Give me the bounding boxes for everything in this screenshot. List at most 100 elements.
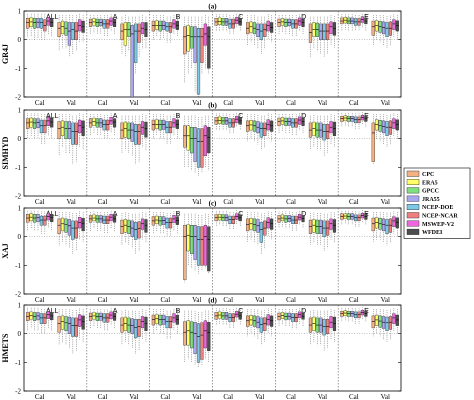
period-label: Val xyxy=(129,393,138,400)
box-ncep-ncar xyxy=(388,21,393,36)
period-label: Cal xyxy=(161,296,171,304)
box-ncep-doe xyxy=(39,313,44,324)
box-ncep-doe xyxy=(196,226,201,266)
legend-label: NCEP-DOE xyxy=(422,205,453,211)
box-gpcc xyxy=(378,315,382,328)
ytick-label: 0 xyxy=(18,330,22,338)
box-cpc xyxy=(57,121,61,139)
box-cpc xyxy=(371,122,375,162)
box-mswep-v2 xyxy=(392,19,396,30)
period-label: Val xyxy=(129,99,138,107)
box-jra55 xyxy=(130,25,134,98)
box-era5 xyxy=(60,315,65,330)
box-wfdei xyxy=(301,117,305,126)
period-label: Val xyxy=(192,99,201,107)
box-mswep-v2 xyxy=(266,119,270,131)
box-gpcc xyxy=(95,312,99,321)
period-label: Cal xyxy=(349,198,359,206)
box-era5 xyxy=(155,314,159,324)
box-cpc xyxy=(151,314,155,326)
period-label: Val xyxy=(381,393,390,400)
legend-swatch xyxy=(406,195,420,202)
period-label: Val xyxy=(318,198,327,206)
group-label: ALL xyxy=(46,113,59,120)
box-wfdei xyxy=(144,219,148,233)
box-ncep-doe xyxy=(228,215,232,224)
box-ncep-ncar xyxy=(200,322,204,360)
period-label: Val xyxy=(192,296,201,304)
box-jra55 xyxy=(193,26,197,63)
period-label: Val xyxy=(66,198,75,206)
box-gpcc xyxy=(95,18,99,27)
box-gpcc xyxy=(190,127,194,154)
box-jra55 xyxy=(193,322,197,354)
group-label: A xyxy=(113,308,118,315)
group-label: D xyxy=(301,113,306,120)
period-label: Cal xyxy=(223,198,233,206)
box-ncep-ncar xyxy=(263,122,267,136)
group-label: D xyxy=(301,211,306,218)
box-era5 xyxy=(29,117,33,128)
box-cpc xyxy=(151,20,155,32)
box-wfdei xyxy=(270,315,274,327)
box-cpc xyxy=(26,118,30,129)
box-ncep-doe xyxy=(196,323,201,363)
box-cpc xyxy=(57,22,61,37)
legend-swatch xyxy=(406,220,420,227)
box-jra55 xyxy=(319,23,323,40)
box-cpc xyxy=(183,26,187,55)
box-era5 xyxy=(375,119,379,131)
box-ncep-ncar xyxy=(137,319,141,337)
box-gpcc xyxy=(284,117,288,126)
box-cpc xyxy=(277,18,281,27)
box-ncep-doe xyxy=(39,119,44,134)
box-ncep-ncar xyxy=(388,120,393,135)
box-wfdei xyxy=(270,120,274,132)
box-cpc xyxy=(246,315,250,327)
period-label: Cal xyxy=(286,393,296,400)
period-label: Val xyxy=(381,198,390,206)
box-mswep-v2 xyxy=(266,314,270,326)
box-mswep-v2 xyxy=(78,314,82,327)
period-label: Cal xyxy=(286,198,296,206)
box-wfdei xyxy=(112,18,117,27)
legend-label: ERA5 xyxy=(422,180,438,186)
box-era5 xyxy=(375,314,379,326)
box-ncep-doe xyxy=(259,317,263,333)
box-wfdei xyxy=(395,314,399,326)
period-label: Val xyxy=(255,99,264,107)
period-label: Cal xyxy=(98,198,108,206)
box-jra55 xyxy=(67,316,72,334)
box-mswep-v2 xyxy=(140,316,145,329)
ytick-label: -1 xyxy=(15,164,21,172)
group-label: ALL xyxy=(46,308,59,315)
box-ncep-ncar xyxy=(200,28,204,63)
box-era5 xyxy=(312,219,316,233)
box-gpcc xyxy=(32,17,37,29)
box-ncep-doe xyxy=(385,121,389,136)
box-mswep-v2 xyxy=(109,17,113,26)
period-label: Val xyxy=(129,296,138,304)
period-label: Val xyxy=(255,393,264,400)
box-era5 xyxy=(186,320,190,346)
period-label: Cal xyxy=(286,99,296,107)
box-cpc xyxy=(371,217,375,232)
period-label: Cal xyxy=(35,296,45,304)
period-label: Cal xyxy=(349,99,359,107)
panel-label: (c) xyxy=(209,200,217,208)
group-label: E xyxy=(364,14,369,21)
box-gpcc xyxy=(284,18,288,27)
box-era5 xyxy=(186,224,190,252)
period-label: Cal xyxy=(223,296,233,304)
period-label: Cal xyxy=(349,296,359,304)
box-ncep-doe xyxy=(165,316,169,329)
box-ncep-ncar xyxy=(168,316,173,329)
box-ncep-ncar xyxy=(200,226,204,266)
y-axis-label: GR4J xyxy=(1,44,10,64)
box-wfdei xyxy=(207,322,211,352)
box-wfdei xyxy=(112,118,117,128)
period-label: Val xyxy=(66,393,75,400)
panel-label: (b) xyxy=(208,102,217,110)
y-axis-label: SIMHYD xyxy=(1,136,10,169)
box-wfdei xyxy=(50,117,54,128)
